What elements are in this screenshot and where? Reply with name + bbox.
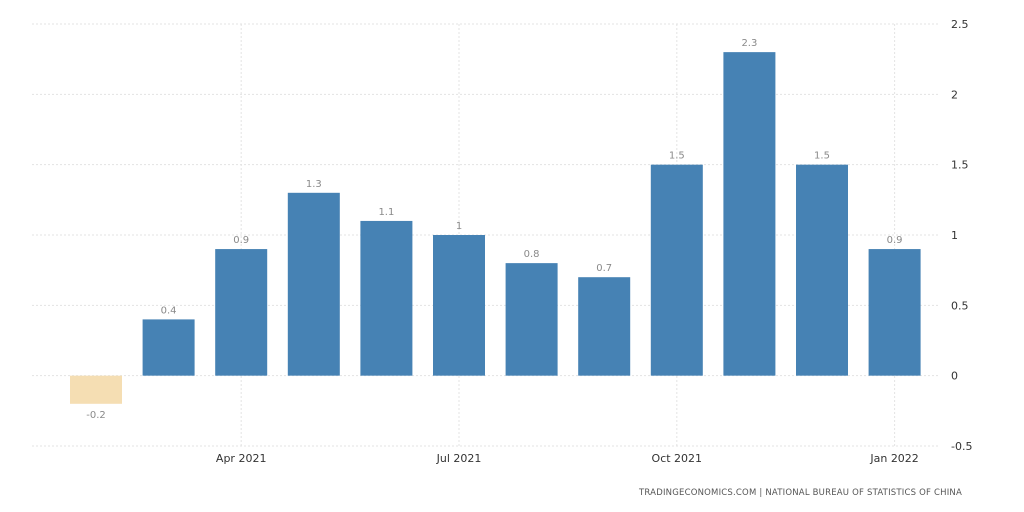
data-label: -0.2: [86, 410, 106, 421]
bar: [433, 235, 485, 376]
bar: [796, 164, 848, 376]
bar: [650, 164, 703, 376]
x-tick-label: Jan 2022: [869, 452, 918, 465]
data-label: 2.3: [741, 38, 757, 49]
bars: [70, 52, 921, 404]
bar: [70, 375, 122, 404]
bar: [142, 319, 195, 376]
data-label: 0.9: [233, 235, 249, 246]
bar: [505, 263, 558, 376]
data-label: 1: [456, 221, 462, 232]
data-label: 1.5: [669, 151, 685, 162]
x-axis: Apr 2021 Jul 2021 Oct 2021 Jan 2022: [216, 452, 919, 465]
data-label: 1.3: [306, 179, 322, 190]
y-tick-label: 1.5: [951, 159, 969, 172]
bar: [723, 52, 776, 376]
data-labels: -0.2 0.4 0.9 1.3 1.1 1 0.8 0.7 1.5 2.3 1.5 0.9: [86, 38, 902, 421]
bar: [578, 277, 631, 376]
x-tick-label: Jul 2021: [436, 452, 482, 465]
data-label: 1.5: [814, 151, 830, 162]
y-tick-label: -0.5: [951, 440, 972, 453]
bar: [868, 249, 921, 376]
data-label: 0.7: [596, 263, 612, 274]
bar: [215, 249, 268, 376]
y-tick-label: 1: [951, 229, 958, 242]
bar: [360, 220, 413, 376]
y-tick-label: 2: [951, 88, 958, 101]
grid-lines: [32, 23, 940, 447]
y-tick-label: 2.5: [951, 18, 969, 31]
y-tick-label: 0.5: [951, 299, 969, 312]
data-label: 0.4: [161, 305, 177, 316]
source-attribution: TRADINGECONOMICS.COM | NATIONAL BUREAU O…: [638, 488, 962, 498]
bar: [287, 192, 340, 376]
x-tick-label: Oct 2021: [652, 452, 703, 465]
data-label: 0.9: [887, 235, 903, 246]
data-label: 1.1: [378, 207, 394, 218]
y-tick-label: 0: [951, 370, 958, 383]
data-label: 0.8: [524, 249, 540, 260]
y-axis: 2.5 2 1.5 1 0.5 0 -0.5: [951, 18, 972, 453]
x-tick-label: Apr 2021: [216, 452, 267, 465]
